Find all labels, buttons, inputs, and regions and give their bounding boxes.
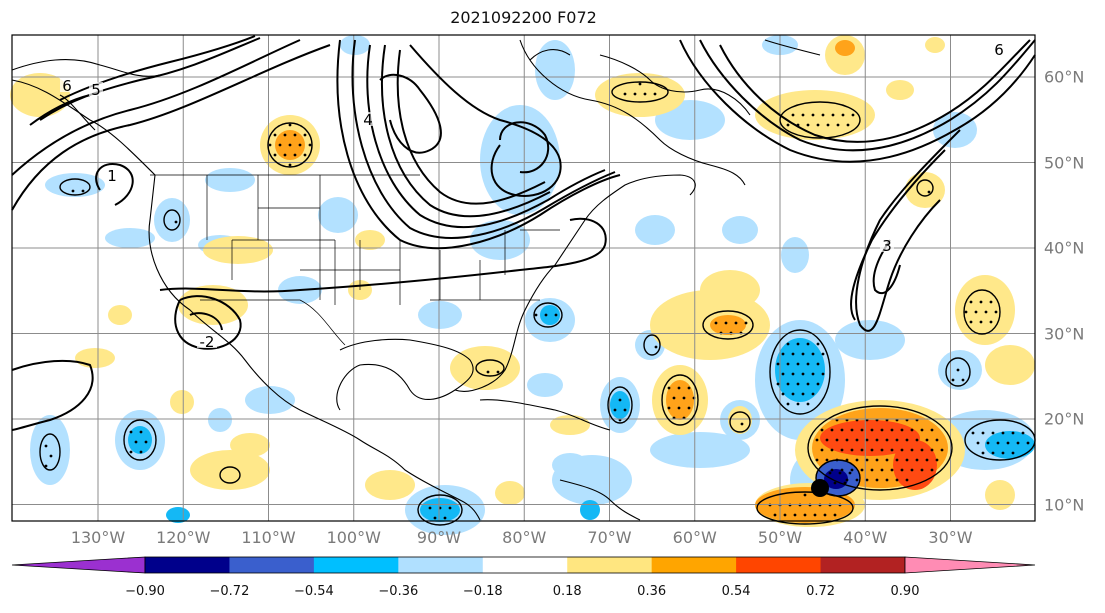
latitude-label: 40°N bbox=[1044, 238, 1085, 258]
colorbar-tick-label: −0.36 bbox=[378, 584, 419, 599]
significance-contours bbox=[39, 81, 1036, 526]
significance-stippling bbox=[44, 82, 1030, 520]
colorbar-cell bbox=[651, 557, 737, 573]
latitude-label: 10°N bbox=[1044, 495, 1085, 514]
longitude-label: 60°W bbox=[672, 528, 717, 547]
latitude-label: 20°N bbox=[1044, 409, 1085, 429]
longitude-label: 30°W bbox=[928, 528, 973, 547]
colorbar-cell bbox=[145, 557, 230, 573]
colorbar-tick-label: 0.72 bbox=[806, 584, 836, 599]
map-frame bbox=[11, 34, 1036, 522]
colorbar-tick-label: 0.90 bbox=[890, 584, 920, 599]
colorbar-tick-label: −0.18 bbox=[462, 584, 503, 599]
colorbar-cell bbox=[567, 557, 653, 573]
longitude-label: 110°W bbox=[241, 528, 296, 547]
longitude-label: 80°W bbox=[502, 528, 547, 547]
longitude-label: 50°W bbox=[757, 528, 803, 547]
borders bbox=[150, 174, 560, 346]
longitude-label: 120°W bbox=[156, 528, 211, 547]
latitude-label: 30°N bbox=[1044, 324, 1085, 343]
contour-label-5: 5 bbox=[91, 81, 101, 99]
contour-label-6-east: 6 bbox=[994, 41, 1004, 59]
coastlines bbox=[11, 39, 821, 521]
colorbar-cell bbox=[736, 557, 822, 573]
colorbar-cell bbox=[820, 557, 906, 573]
map-title: 2021092200 F072 bbox=[450, 8, 597, 27]
latitude-label: 50°N bbox=[1044, 153, 1085, 172]
colorbar-tick-label: 0.36 bbox=[637, 584, 667, 599]
colorbar-tick-label: −0.72 bbox=[209, 584, 250, 599]
colorbar-cell bbox=[398, 557, 484, 573]
contour-lines bbox=[11, 35, 1036, 431]
graticule bbox=[12, 35, 1035, 521]
longitude-label: 130°W bbox=[70, 528, 126, 547]
shading-layer bbox=[10, 35, 1035, 535]
colorbar-tick-label: 0.54 bbox=[721, 584, 751, 599]
colorbar-extend-high bbox=[904, 556, 1036, 574]
colorbar-tick-label: −0.90 bbox=[125, 584, 165, 599]
latitude-label: 60°N bbox=[1044, 67, 1085, 87]
colorbar bbox=[11, 556, 1036, 574]
colorbar-extend-low bbox=[11, 556, 146, 574]
contour-label-4: 4 bbox=[363, 111, 373, 129]
contour-label-6: 6 bbox=[62, 77, 72, 95]
contour-label-3: 3 bbox=[882, 237, 892, 255]
colorbar-cell bbox=[482, 557, 568, 573]
longitude-label: 100°W bbox=[326, 528, 381, 547]
storm-position-marker bbox=[811, 479, 829, 497]
colorbar-tick-label: 0.18 bbox=[552, 584, 582, 599]
contour-label-neg2: -2 bbox=[200, 333, 215, 351]
colorbar-cell bbox=[313, 557, 399, 573]
contour-label-1: 1 bbox=[107, 167, 117, 185]
longitude-label: 70°W bbox=[587, 528, 632, 547]
longitude-label: 40°W bbox=[843, 528, 888, 547]
contour-label-group: 6 5 4 3 1 -2 6 bbox=[60, 41, 1006, 351]
colorbar-tick-label: −0.54 bbox=[293, 584, 334, 599]
colorbar-cell bbox=[229, 557, 315, 573]
longitude-label: 90°W bbox=[416, 528, 462, 547]
